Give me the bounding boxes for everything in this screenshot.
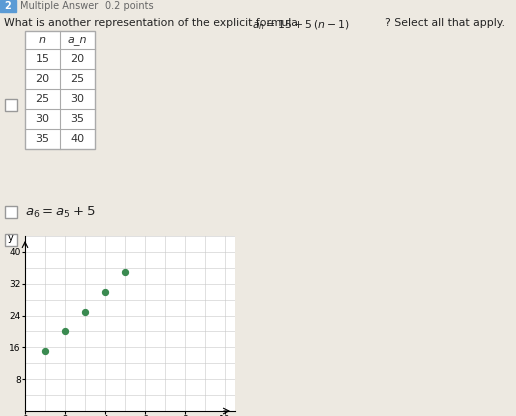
Text: 20: 20: [71, 54, 85, 64]
Text: 40: 40: [71, 134, 85, 144]
Bar: [0, 0, 16, 12]
Text: n: n: [39, 35, 46, 45]
Text: $a_n = 15 + 5\,(n - 1)$: $a_n = 15 + 5\,(n - 1)$: [252, 18, 350, 32]
Text: 25: 25: [36, 94, 50, 104]
Text: 35: 35: [36, 134, 50, 144]
Text: $a_6 = a_5 + 5$: $a_6 = a_5 + 5$: [25, 204, 95, 220]
FancyBboxPatch shape: [5, 206, 17, 218]
Point: [61, 328, 69, 335]
Point: [81, 308, 89, 315]
FancyBboxPatch shape: [5, 234, 17, 246]
Text: 35: 35: [71, 114, 85, 124]
Text: 30: 30: [71, 94, 85, 104]
Text: y: y: [7, 233, 13, 243]
FancyBboxPatch shape: [5, 99, 17, 111]
Text: 30: 30: [36, 114, 50, 124]
Text: 25: 25: [71, 74, 85, 84]
Point: [101, 288, 109, 295]
Text: 2: 2: [5, 1, 11, 11]
Bar: [25, 31, 95, 149]
Text: What is another representation of the explicit formula: What is another representation of the ex…: [4, 18, 301, 28]
Point: [121, 268, 129, 275]
Text: 15: 15: [36, 54, 50, 64]
Text: Multiple Answer: Multiple Answer: [20, 1, 98, 11]
Text: 20: 20: [36, 74, 50, 84]
Text: ? Select all that apply.: ? Select all that apply.: [385, 18, 505, 28]
Point: [41, 348, 49, 355]
Text: 0.2 points: 0.2 points: [105, 1, 154, 11]
Text: a_n: a_n: [68, 35, 87, 45]
